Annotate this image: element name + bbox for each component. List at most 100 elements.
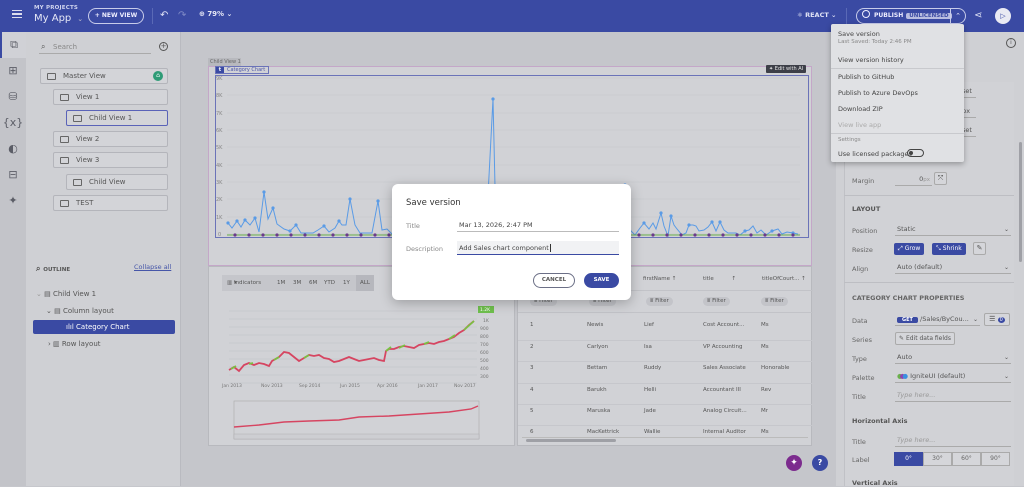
share-icon[interactable]: ⋖: [974, 10, 983, 21]
h-axis-title-input[interactable]: Type here...: [895, 435, 1011, 447]
financial-chart[interactable]: ▥ Indicators ▾ 1M 3M 6M YTD 1Y ALL 1.2K …: [208, 266, 515, 446]
reset-link[interactable]: eset: [956, 86, 976, 98]
description-label: Description: [406, 245, 444, 253]
column-header-title[interactable]: title ↑: [703, 276, 737, 282]
range-1m[interactable]: 1M: [277, 280, 286, 286]
tree-item-view-3[interactable]: View 3: [53, 152, 168, 168]
ai-sparkle-icon[interactable]: ✦: [8, 194, 18, 207]
filter-button[interactable]: ⩸ Filter: [761, 297, 788, 306]
components-icon[interactable]: ⊞: [8, 64, 18, 77]
table-row[interactable]: 1 Newis Lief Cost Account... Ms: [518, 319, 813, 339]
edit-resize-icon[interactable]: ✎: [973, 242, 986, 255]
data-source-select[interactable]: GET /Sales/ByCou... ⌄: [895, 314, 980, 326]
ai-assistant-button[interactable]: ✦: [786, 455, 802, 471]
theme-palette-icon[interactable]: ◐: [8, 142, 18, 155]
views-icon[interactable]: ⧉: [0, 32, 26, 58]
range-1y[interactable]: 1Y: [343, 280, 350, 286]
app-selector[interactable]: My App ⌄: [34, 13, 83, 24]
outline-item-category-chart[interactable]: ılıl Category Chart: [33, 320, 175, 334]
table-row[interactable]: 4 Barukh Helli Accountant III Rev: [518, 383, 813, 403]
range-all[interactable]: ALL: [356, 275, 374, 291]
undo-icon[interactable]: ↶: [160, 10, 169, 21]
tree-item-view-2[interactable]: View 2: [53, 131, 168, 147]
menu-item-view-version-history[interactable]: View version history: [838, 56, 904, 64]
range-ytd[interactable]: YTD: [324, 280, 335, 286]
margin-input[interactable]: 0px: [895, 174, 932, 186]
type-select[interactable]: Auto ⌄: [895, 352, 1011, 364]
data-query-settings-button[interactable]: ☰ 0: [984, 313, 1010, 326]
chevron-right-icon[interactable]: ›: [48, 340, 54, 348]
home-icon[interactable]: ⌂: [153, 71, 163, 81]
redo-icon[interactable]: ↷: [178, 10, 187, 21]
properties-scrollbar[interactable]: [1019, 142, 1022, 262]
zoom-control[interactable]: ⊕ 79% ⌄: [199, 10, 233, 18]
link-margins-icon[interactable]: ⤧: [934, 172, 947, 185]
filter-button[interactable]: ⩸ Filter: [530, 297, 557, 306]
horizontal-scrollbar[interactable]: [522, 437, 808, 442]
reset-link[interactable]: eset: [956, 125, 976, 137]
column-header-titleofcourtesy[interactable]: titleOfCourt... ↑: [762, 276, 806, 282]
tree-item-view-1[interactable]: View 1: [53, 89, 168, 105]
add-view-icon[interactable]: +: [159, 42, 168, 51]
collapse-all-link[interactable]: Collapse all: [134, 263, 172, 271]
grow-button[interactable]: ⤢ Grow: [894, 243, 925, 255]
tree-item-test[interactable]: TEST: [53, 195, 168, 211]
label-angle-30[interactable]: 30°: [923, 452, 952, 466]
size-field[interactable]: 0px: [956, 106, 976, 118]
table-row[interactable]: 2 Carlyon Isa VP Accounting Ms: [518, 340, 813, 360]
position-select[interactable]: Static ⌄: [895, 224, 1011, 236]
range-3m[interactable]: 3M: [293, 280, 302, 286]
data-sources-icon[interactable]: ⛁: [8, 90, 18, 103]
outline-item-column-layout[interactable]: ⌄ ▤ Column layout: [46, 304, 176, 318]
table-row[interactable]: 3 Bettam Ruddy Sales Associate Honorable: [518, 361, 813, 381]
tree-item-child-view[interactable]: Child View: [66, 174, 168, 190]
hamburger-menu-icon[interactable]: [12, 10, 22, 18]
label-angle-90[interactable]: 90°: [981, 452, 1010, 466]
table-row[interactable]: 5 Maruska Jade Analog Circuit... Mr: [518, 404, 813, 424]
menu-item-publish-github[interactable]: Publish to GitHub: [838, 73, 895, 81]
tree-item-master-view[interactable]: Master View ⌂: [40, 68, 168, 84]
help-button[interactable]: ?: [812, 455, 828, 471]
palette-label: Palette: [852, 374, 875, 382]
align-select[interactable]: Auto (default) ⌄: [895, 262, 1011, 274]
indicators-dropdown[interactable]: ▥ Indicators ▾: [227, 275, 261, 291]
scrollbar-thumb[interactable]: [526, 439, 616, 442]
filter-button[interactable]: ⩸ Filter: [646, 297, 673, 306]
shrink-button[interactable]: ⤡ Shrink: [932, 243, 966, 255]
publish-button[interactable]: PUBLISH UNLICENSED: [856, 8, 952, 24]
info-icon[interactable]: i: [1006, 38, 1016, 48]
palette-select[interactable]: ●●● IgniteUI (default) ⌄: [895, 371, 1011, 383]
filter-button[interactable]: ⩸ Filter: [589, 297, 616, 306]
filter-button[interactable]: ⩸ Filter: [703, 297, 730, 306]
framework-selector[interactable]: ⚛ REACT ⌄: [797, 11, 837, 19]
version-description-input[interactable]: Add Sales chart component: [457, 241, 619, 255]
search-input[interactable]: ⌕ Search: [39, 40, 151, 54]
svg-text:3K: 3K: [216, 180, 223, 186]
menu-item-download-zip[interactable]: Download ZIP: [838, 105, 883, 113]
outline-item-child-view-1[interactable]: ⌄ ▤ Child View 1: [36, 287, 176, 301]
range-6m[interactable]: 6M: [309, 280, 318, 286]
edit-data-fields-button[interactable]: ✎ Edit data fields: [895, 332, 955, 345]
preview-play-button[interactable]: ▷: [995, 8, 1011, 24]
menu-item-save-version[interactable]: Save version: [838, 30, 880, 38]
version-title-input[interactable]: Mar 13, 2026, 2:47 PM: [457, 218, 619, 232]
assets-icon[interactable]: ⊟: [8, 168, 18, 181]
chart-title-input[interactable]: Type here...: [895, 390, 1011, 402]
save-button[interactable]: SAVE: [584, 273, 619, 288]
cancel-button[interactable]: CANCEL: [533, 273, 575, 288]
menu-item-publish-azure[interactable]: Publish to Azure DevOps: [838, 89, 918, 97]
data-label: Data: [852, 317, 868, 325]
new-view-button[interactable]: + NEW VIEW: [88, 8, 144, 24]
variables-icon[interactable]: {x}: [2, 116, 24, 129]
column-header-firstname[interactable]: firstName ↑: [643, 276, 677, 282]
chevron-down-icon[interactable]: ⌄: [36, 290, 45, 298]
tree-item-child-view-1[interactable]: Child View 1: [66, 110, 168, 126]
label-angle-60[interactable]: 60°: [952, 452, 981, 466]
edit-with-ai-button[interactable]: ✦ Edit with AI: [766, 65, 807, 73]
licensed-packages-toggle[interactable]: [907, 149, 924, 157]
label-angle-0[interactable]: 0°: [894, 452, 923, 466]
table-row[interactable]: 6 MacKettrick Wallie Internal Auditor Ms: [518, 425, 813, 437]
outline-item-row-layout[interactable]: › ▥ Row layout: [48, 337, 176, 351]
publish-menu-toggle[interactable]: ⌃: [950, 8, 966, 24]
chevron-down-icon[interactable]: ⌄: [46, 307, 55, 315]
